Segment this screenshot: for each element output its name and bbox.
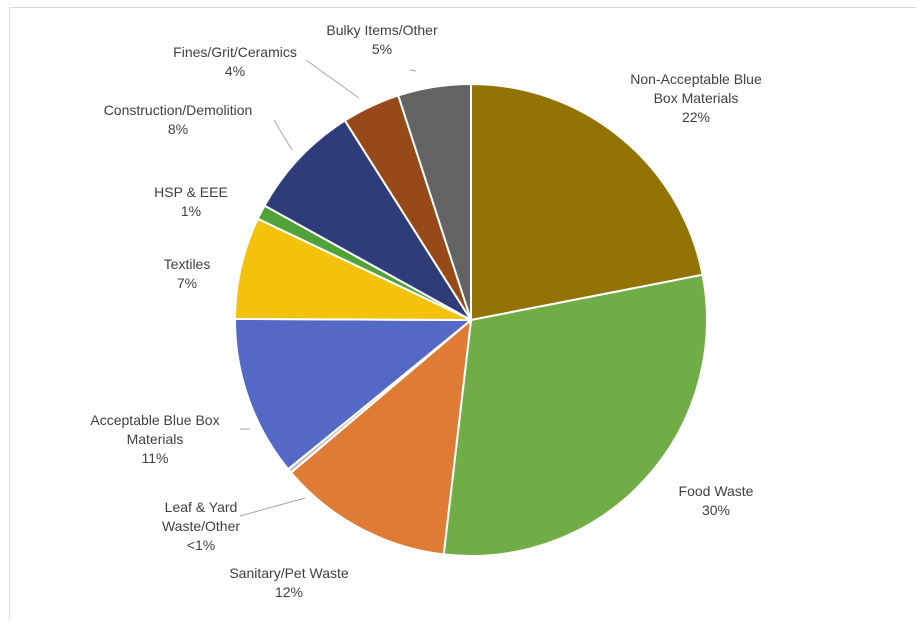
pie-slice-acceptable-blue-box-materials — [233, 317, 474, 471]
data-label-fines-grit-ceramics: Fines/Grit/Ceramics 4% — [173, 44, 297, 79]
leader-line-leaf-yard-waste-other — [239, 497, 306, 517]
pie-slice-textiles — [233, 217, 472, 321]
data-label-construction-demolition: Construction/Demolition 8% — [104, 102, 253, 137]
data-label-percent: 22% — [682, 109, 710, 125]
data-label-percent: 7% — [177, 275, 197, 291]
pie-slice-food-waste — [442, 273, 708, 557]
data-label-percent: 8% — [168, 121, 188, 137]
data-label-name: Waste/Other — [162, 518, 240, 534]
leader-line-construction-demolition — [273, 119, 293, 151]
data-label-name: Box Materials — [654, 90, 739, 106]
leader-line-bulky-items-other — [409, 69, 417, 72]
data-label-name: Materials — [127, 431, 184, 447]
data-label-acceptable-blue-box-materials: Acceptable Blue Box Materials 11% — [90, 412, 219, 466]
data-label-name: Textiles — [164, 256, 211, 272]
leader-line-fines-grit-ceramics — [305, 59, 360, 99]
data-label-name: Bulky Items/Other — [326, 22, 438, 38]
data-label-food-waste: Food Waste 30% — [679, 483, 754, 518]
data-label-name: Fines/Grit/Ceramics — [173, 44, 297, 60]
data-label-name: Acceptable Blue Box — [90, 412, 219, 428]
pie-slice-construction-demolition — [263, 119, 472, 321]
data-label-name: Sanitary/Pet Waste — [229, 565, 349, 581]
data-label-hsp-eee: HSP & EEE 1% — [154, 184, 228, 219]
data-label-percent: 11% — [142, 450, 169, 466]
data-label-textiles: Textiles 7% — [164, 256, 211, 291]
pie-slice-bulky-items-other — [397, 82, 472, 321]
data-label-non-acceptable-blue-box-materials: Non-Acceptable Blue Box Materials 22% — [630, 71, 762, 125]
data-label-sanitary-pet-waste: Sanitary/Pet Waste 12% — [229, 565, 349, 600]
chart-frame: Non-Acceptable Blue Box Materials 22% Food … — [9, 7, 916, 619]
data-label-percent: 5% — [372, 41, 392, 57]
data-label-percent: 12% — [275, 584, 303, 600]
data-label-name: Leaf & Yard — [165, 499, 238, 515]
data-label-percent: 1% — [181, 203, 201, 219]
pie-chart: Non-Acceptable Blue Box Materials 22% Food … — [90, 22, 762, 600]
pie-slice-sanitary-pet-waste — [289, 317, 473, 556]
data-label-name: Construction/Demolition — [104, 102, 253, 118]
data-label-leaf-yard-waste-other: Leaf & Yard Waste/Other <1% — [162, 499, 240, 553]
data-label-name: HSP & EEE — [154, 184, 228, 200]
pie-slice-non-acceptable-blue-box-materials — [470, 82, 704, 322]
data-label-percent: <1% — [187, 537, 215, 553]
data-label-name: Non-Acceptable Blue — [630, 71, 762, 87]
data-label-percent: 30% — [702, 502, 730, 518]
data-label-name: Food Waste — [679, 483, 754, 499]
data-label-bulky-items-other: Bulky Items/Other 5% — [326, 22, 438, 57]
data-label-percent: 4% — [225, 63, 245, 79]
